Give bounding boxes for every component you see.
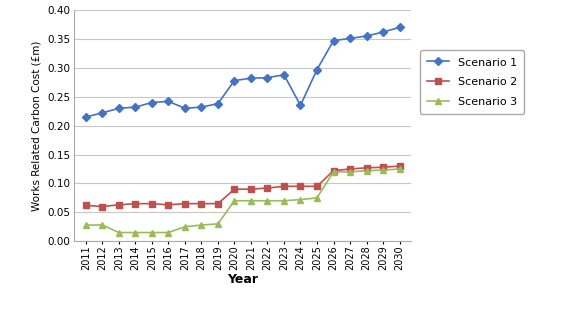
Scenario 3: [215, 222, 222, 226]
Scenario 2: [297, 184, 304, 188]
Scenario 1: [198, 105, 205, 109]
Scenario 3: [247, 199, 254, 203]
Scenario 1: [380, 30, 387, 34]
Scenario 3: [363, 169, 370, 173]
Scenario 1: [280, 73, 287, 77]
Scenario 2: [182, 202, 188, 206]
Line: Scenario 1: Scenario 1: [83, 24, 403, 120]
Scenario 1: [231, 78, 238, 82]
X-axis label: Year: Year: [227, 273, 258, 286]
Scenario 1: [182, 106, 188, 110]
Scenario 2: [247, 187, 254, 191]
Scenario 1: [396, 25, 403, 29]
Scenario 1: [82, 115, 89, 119]
Scenario 3: [99, 223, 106, 227]
Scenario 3: [264, 199, 271, 203]
Scenario 3: [330, 170, 337, 174]
Line: Scenario 3: Scenario 3: [83, 166, 403, 235]
Y-axis label: Works Related Carbon Cost (£m): Works Related Carbon Cost (£m): [31, 41, 41, 211]
Scenario 1: [330, 39, 337, 43]
Scenario 2: [264, 186, 271, 190]
Scenario 3: [396, 167, 403, 171]
Scenario 2: [115, 203, 122, 207]
Scenario 2: [380, 165, 387, 169]
Scenario 2: [82, 203, 89, 207]
Scenario 3: [280, 199, 287, 203]
Scenario 2: [231, 187, 238, 191]
Scenario 3: [132, 230, 139, 234]
Scenario 2: [280, 184, 287, 188]
Scenario 2: [165, 203, 172, 207]
Scenario 1: [148, 100, 155, 105]
Scenario 2: [99, 204, 106, 208]
Scenario 3: [347, 170, 353, 174]
Scenario 1: [115, 106, 122, 110]
Scenario 3: [313, 196, 320, 200]
Scenario 2: [330, 169, 337, 173]
Scenario 2: [215, 202, 222, 206]
Scenario 1: [132, 105, 139, 109]
Scenario 1: [264, 76, 271, 80]
Scenario 1: [99, 111, 106, 115]
Scenario 3: [115, 230, 122, 234]
Scenario 3: [231, 199, 238, 203]
Scenario 1: [363, 34, 370, 38]
Scenario 3: [198, 223, 205, 227]
Scenario 3: [148, 230, 155, 234]
Scenario 2: [396, 164, 403, 168]
Scenario 1: [313, 68, 320, 72]
Scenario 3: [182, 225, 188, 229]
Scenario 2: [148, 202, 155, 206]
Scenario 1: [247, 76, 254, 80]
Scenario 1: [347, 37, 353, 41]
Scenario 2: [198, 202, 205, 206]
Scenario 3: [82, 223, 89, 227]
Scenario 3: [297, 198, 304, 202]
Scenario 2: [347, 167, 353, 171]
Line: Scenario 2: Scenario 2: [83, 163, 403, 209]
Scenario 2: [363, 166, 370, 170]
Scenario 3: [380, 168, 387, 172]
Scenario 3: [165, 230, 172, 234]
Legend: Scenario 1, Scenario 2, Scenario 3: Scenario 1, Scenario 2, Scenario 3: [420, 50, 524, 114]
Scenario 1: [165, 99, 172, 104]
Scenario 2: [313, 184, 320, 188]
Scenario 2: [132, 202, 139, 206]
Scenario 1: [297, 104, 304, 108]
Scenario 1: [215, 102, 222, 106]
